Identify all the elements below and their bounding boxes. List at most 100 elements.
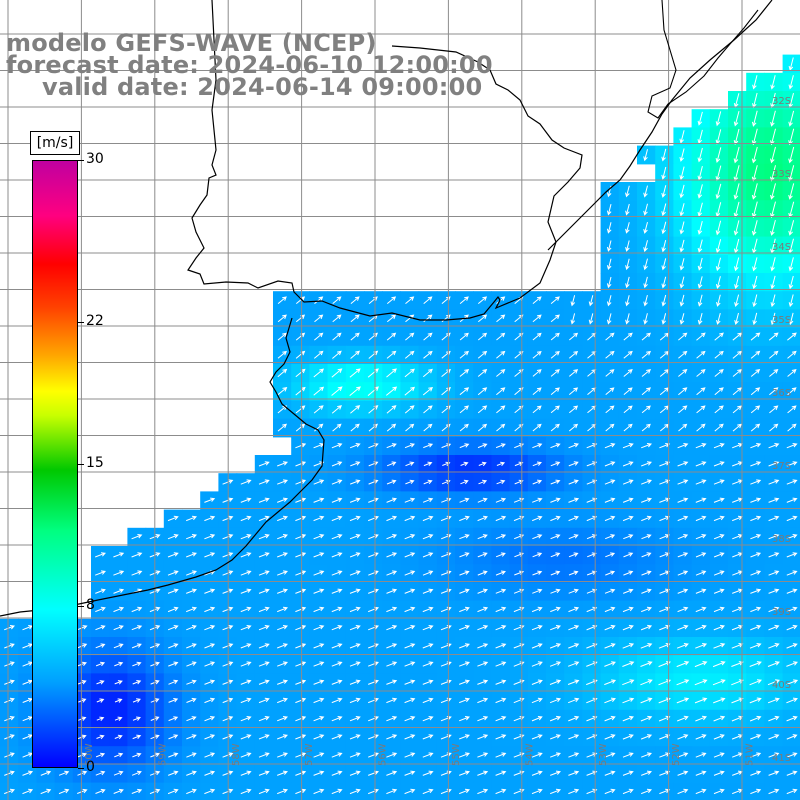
wind-arrow	[587, 552, 597, 558]
wind-arrow	[168, 679, 179, 685]
wind-arrow	[167, 552, 179, 558]
wind-arrow	[678, 369, 688, 377]
wind-arrow	[532, 369, 542, 377]
wind-arrow	[186, 770, 197, 776]
wind-arrow	[567, 679, 580, 685]
wind-arrow	[604, 697, 616, 704]
wind-arrow	[622, 497, 634, 503]
wind-arrow	[331, 734, 343, 740]
wind-arrow	[277, 661, 288, 667]
wind-arrow	[295, 734, 307, 740]
wind-arrow	[659, 606, 671, 613]
wind-arrow	[786, 588, 798, 594]
wind-arrow	[350, 350, 361, 359]
wind-arrow	[640, 697, 653, 704]
wind-arrow	[40, 788, 52, 795]
wind-arrow	[641, 461, 652, 467]
wind-arrow	[677, 443, 689, 449]
wind-arrow	[767, 661, 780, 667]
wind-arrow	[696, 387, 706, 396]
wind-arrow	[550, 788, 561, 795]
wind-arrow	[331, 716, 343, 722]
wind-arrow	[477, 788, 489, 795]
wind-arrow	[606, 295, 612, 307]
wind-arrow	[386, 752, 398, 758]
wind-arrow	[4, 734, 15, 740]
wind-arrow	[623, 350, 633, 359]
wind-arrow	[459, 534, 470, 540]
wind-arrow	[295, 716, 307, 722]
wind-arrow	[641, 752, 652, 758]
wind-arrow	[277, 770, 288, 776]
wind-arrow	[625, 185, 630, 198]
wind-arrow	[258, 497, 270, 503]
wind-arrow	[679, 148, 685, 162]
wind-arrow	[550, 497, 561, 503]
wind-arrow	[404, 770, 416, 776]
wind-arrow	[459, 497, 470, 503]
wind-arrow	[168, 698, 179, 703]
wind-arrow	[495, 679, 507, 685]
wind-arrow	[96, 680, 105, 685]
wind-arrow	[350, 314, 360, 323]
wind-arrow	[4, 716, 15, 722]
wind-arrow	[258, 515, 270, 522]
wind-arrow	[732, 405, 743, 414]
wind-arrow	[4, 643, 15, 649]
wind-arrow	[604, 734, 616, 740]
wind-arrow	[714, 423, 724, 432]
wind-arrow	[459, 350, 470, 359]
wind-arrow	[277, 497, 288, 503]
wind-arrow	[222, 716, 234, 722]
wind-arrow	[732, 350, 743, 359]
wind-arrow	[679, 130, 685, 144]
wind-arrow	[750, 515, 762, 522]
wind-arrow	[168, 752, 179, 758]
wind-arrow	[240, 534, 252, 540]
wind-arrow	[751, 165, 758, 182]
wind-arrow	[204, 661, 216, 667]
wind-arrow	[258, 461, 270, 467]
wind-arrow	[240, 697, 252, 704]
wind-arrow	[113, 552, 125, 558]
wind-arrow	[623, 387, 633, 395]
wind-arrow	[204, 643, 216, 649]
wind-arrow	[625, 258, 630, 271]
wind-arrow	[695, 606, 707, 613]
wind-arrow	[404, 570, 416, 576]
wind-arrow	[186, 625, 197, 631]
wind-arrow	[678, 423, 688, 432]
wind-arrow	[625, 240, 630, 252]
wind-arrow	[568, 497, 580, 503]
wind-arrow	[713, 443, 725, 449]
wind-arrow	[733, 183, 740, 200]
wind-arrow	[768, 515, 780, 522]
wind-arrow	[423, 479, 433, 485]
wind-arrow	[605, 423, 615, 432]
wind-arrow	[750, 479, 762, 485]
wind-arrow	[350, 405, 361, 414]
wind-arrow	[404, 497, 416, 503]
wind-arrow	[786, 461, 798, 467]
wind-arrow	[568, 734, 580, 740]
wind-arrow	[204, 752, 216, 758]
wind-arrow	[713, 624, 725, 631]
wind-arrow	[714, 369, 724, 377]
wind-arrow	[550, 734, 561, 740]
wind-arrow	[313, 497, 325, 503]
wind-arrow	[295, 479, 307, 485]
wind-arrow	[752, 312, 758, 326]
coast-lagoon	[647, 0, 759, 119]
wind-arrow	[678, 332, 688, 341]
wind-arrow	[750, 624, 762, 631]
wind-arrow	[477, 423, 488, 432]
wind-arrow	[95, 588, 106, 594]
wind-arrow	[22, 770, 34, 776]
wind-arrow	[640, 679, 653, 686]
wind-arrow	[640, 643, 653, 649]
wind-arrow	[786, 606, 798, 613]
wind-arrow	[604, 588, 616, 594]
wind-arrow	[422, 752, 434, 758]
wind-arrow	[659, 770, 671, 776]
